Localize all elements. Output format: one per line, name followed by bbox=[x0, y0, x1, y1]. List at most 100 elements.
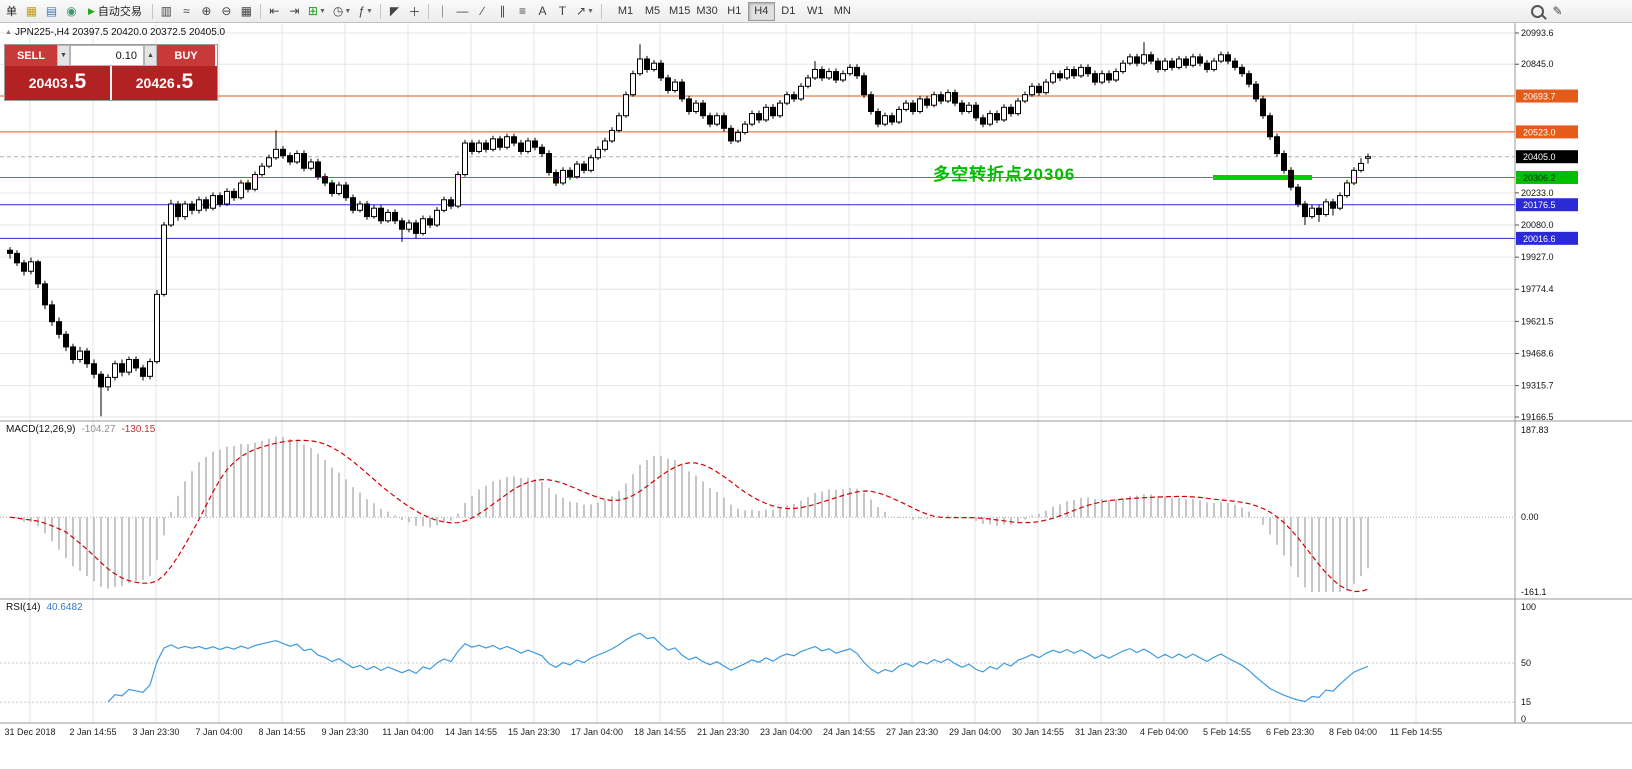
buy-price[interactable]: 20426 .5 bbox=[112, 66, 217, 100]
toolbar-separator bbox=[427, 3, 429, 19]
rsi-name: RSI(14) bbox=[6, 602, 41, 613]
svg-text:187.83: 187.83 bbox=[1521, 425, 1549, 435]
timeframe-h4[interactable]: H4 bbox=[747, 1, 775, 21]
candlestick-series bbox=[7, 42, 1371, 417]
quick-edit-icon[interactable]: ✎ bbox=[1552, 4, 1563, 18]
time-axis-label: 8 Jan 14:55 bbox=[258, 727, 306, 737]
timeframe-m1[interactable]: M1 bbox=[612, 2, 639, 21]
timeframe-h1[interactable]: H1 bbox=[721, 2, 748, 21]
toolbar-separator bbox=[379, 3, 381, 19]
label-icon[interactable]: T bbox=[558, 4, 567, 18]
channel-icon[interactable]: ∥ bbox=[499, 4, 506, 18]
toolbar-separator bbox=[600, 3, 602, 19]
profiles-icon[interactable]: ▤ bbox=[45, 4, 58, 18]
volume-input[interactable]: 0.10 bbox=[70, 45, 144, 66]
search-icon[interactable] bbox=[1528, 2, 1547, 21]
svg-text:20523.0: 20523.0 bbox=[1523, 127, 1556, 137]
one-click-collapse-icon[interactable]: ▲ bbox=[5, 29, 12, 36]
auto-scroll-icon[interactable]: ⇤ bbox=[269, 4, 280, 18]
svg-text:100: 100 bbox=[1521, 602, 1536, 612]
one-click-trading-panel: SELL ▼ 0.10 ▲ BUY 20403 .5 20426 .5 bbox=[4, 44, 218, 101]
time-axis-label: 5 Feb 14:55 bbox=[1202, 727, 1252, 737]
svg-text:20176.5: 20176.5 bbox=[1523, 200, 1556, 210]
rsi-value: 40.6482 bbox=[46, 602, 83, 613]
price-axis-labels: 20993.6 20845.0 20233.0 20080.0 19927.0 19774… bbox=[1515, 28, 1578, 422]
autotrading-button[interactable]: ▶ 自动交易 bbox=[82, 2, 148, 21]
line-chart-mode-icon[interactable]: ≈ bbox=[183, 4, 190, 18]
svg-text:19774.4: 19774.4 bbox=[1521, 284, 1554, 294]
sell-price-main: 20403 bbox=[28, 75, 68, 91]
time-axis-label: 15 Jan 23:30 bbox=[507, 727, 561, 737]
arrows-icon[interactable]: ↗ ▼ bbox=[575, 4, 594, 18]
buy-button[interactable]: BUY bbox=[157, 45, 215, 66]
time-axis: 31 Dec 2018 2 Jan 14:55 3 Jan 23:30 7 Jan 0… bbox=[0, 727, 1632, 741]
svg-text:20306.2: 20306.2 bbox=[1523, 173, 1556, 183]
time-axis-label: 14 Jan 14:55 bbox=[444, 727, 498, 737]
trendline-icon[interactable]: ∕ bbox=[481, 4, 484, 18]
sell-button[interactable]: SELL bbox=[5, 45, 57, 66]
time-axis-label: 4 Feb 04:00 bbox=[1139, 727, 1189, 737]
tile-windows-icon[interactable]: ▦ bbox=[240, 4, 253, 18]
timeframe-bar: M1 M5 M15 M30 H1 H4 D1 W1 MN bbox=[612, 1, 856, 21]
timeframe-w1[interactable]: W1 bbox=[802, 2, 829, 21]
toolbar-separator bbox=[151, 3, 153, 19]
svg-text:20080.0: 20080.0 bbox=[1521, 220, 1554, 230]
time-axis-label: 11 Jan 04:00 bbox=[382, 727, 434, 737]
svg-text:20016.6: 20016.6 bbox=[1523, 234, 1556, 244]
buy-price-main: 20426 bbox=[135, 75, 175, 91]
svg-text:0: 0 bbox=[1521, 714, 1526, 724]
zoom-in-icon[interactable]: ⊕ bbox=[201, 4, 212, 18]
bar-chart-mode-icon[interactable]: ▥ bbox=[160, 4, 173, 18]
new-chart-icon[interactable]: ⊞ ▼ bbox=[307, 4, 326, 18]
grid-lines bbox=[0, 23, 1515, 723]
rsi-line bbox=[107, 632, 1369, 703]
time-axis-label: 18 Jan 14:55 bbox=[633, 727, 687, 737]
autotrading-label: 自动交易 bbox=[97, 6, 142, 18]
volume-decrease-button[interactable]: ▼ bbox=[57, 45, 70, 66]
new-order-button[interactable]: 单 bbox=[2, 2, 21, 21]
timeframe-m30[interactable]: M30 bbox=[693, 2, 720, 21]
svg-text:-161.1: -161.1 bbox=[1521, 587, 1547, 597]
svg-text:50: 50 bbox=[1521, 658, 1531, 668]
svg-text:0.00: 0.00 bbox=[1521, 512, 1539, 522]
crosshair-icon[interactable]: ＋ bbox=[408, 4, 421, 19]
svg-text:19621.5: 19621.5 bbox=[1521, 316, 1554, 326]
fibonacci-icon[interactable]: ≡ bbox=[518, 4, 526, 18]
indicators-icon[interactable]: ƒ ▼ bbox=[358, 4, 373, 18]
trade-panel-top-row: SELL ▼ 0.10 ▲ BUY bbox=[5, 45, 217, 66]
sell-price-pips: .5 bbox=[68, 70, 87, 93]
svg-text:20693.7: 20693.7 bbox=[1523, 92, 1556, 102]
cursor-icon[interactable]: ◤ bbox=[389, 4, 400, 18]
svg-text:20993.6: 20993.6 bbox=[1521, 28, 1554, 38]
toolbar-separator bbox=[259, 3, 261, 19]
text-icon[interactable]: A bbox=[538, 4, 547, 18]
zoom-out-icon[interactable]: ⊖ bbox=[221, 4, 232, 18]
timeframe-m5[interactable]: M5 bbox=[639, 2, 666, 21]
charts-icon[interactable]: ▦ bbox=[25, 4, 38, 18]
svg-text:19166.5: 19166.5 bbox=[1521, 412, 1554, 422]
timeframe-d1[interactable]: D1 bbox=[775, 2, 802, 21]
time-axis-label: 9 Jan 23:30 bbox=[321, 727, 369, 737]
svg-text:15: 15 bbox=[1521, 697, 1531, 707]
time-axis-label: 24 Jan 14:55 bbox=[822, 727, 876, 737]
time-axis-label: 31 Jan 23:30 bbox=[1074, 727, 1128, 737]
macd-signal-line bbox=[9, 439, 1369, 593]
alerts-icon[interactable]: ◉ bbox=[66, 4, 77, 18]
macd-panel-label: MACD(12,26,9) -104.27 -130.15 bbox=[6, 424, 155, 435]
time-axis-label: 6 Feb 23:30 bbox=[1265, 727, 1315, 737]
vline-icon[interactable]: ｜ bbox=[436, 4, 449, 19]
svg-text:19468.6: 19468.6 bbox=[1521, 349, 1554, 359]
rsi-panel-label: RSI(14) 40.6482 bbox=[6, 602, 83, 613]
period-icon[interactable]: ◷ ▼ bbox=[332, 4, 352, 18]
chart-shift-icon[interactable]: ⇥ bbox=[289, 4, 300, 18]
hline-icon[interactable]: — bbox=[456, 4, 469, 18]
timeframe-m15[interactable]: M15 bbox=[666, 2, 693, 21]
volume-increase-button[interactable]: ▲ bbox=[144, 45, 157, 66]
turning-point-annotation: 多空转折点20306 bbox=[933, 165, 1076, 184]
svg-text:19927.0: 19927.0 bbox=[1521, 252, 1554, 262]
sell-price[interactable]: 20403 .5 bbox=[5, 66, 110, 100]
symbol-header: ▲ JPN225-,H4 20397.5 20420.0 20372.5 204… bbox=[5, 27, 225, 38]
timeframe-mn[interactable]: MN bbox=[829, 2, 856, 21]
